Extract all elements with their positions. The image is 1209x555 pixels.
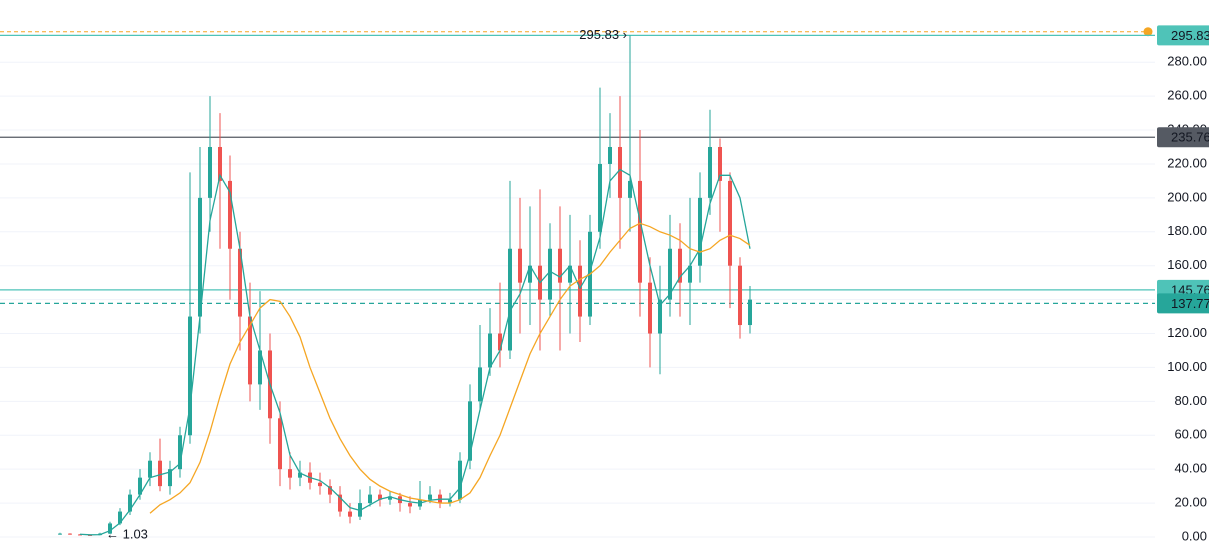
candle-body (448, 499, 452, 504)
candle-body (558, 248, 562, 283)
candle-body (698, 197, 702, 266)
candle-body (138, 477, 142, 495)
candle-body (228, 180, 232, 249)
candle-body (508, 248, 512, 351)
average-line (79, 168, 751, 536)
candle-body (178, 435, 182, 470)
candle-body (188, 316, 192, 436)
candle-body (258, 350, 262, 385)
candle-body (548, 248, 552, 300)
price-box (1157, 293, 1209, 314)
y-tick-label: 160.00 (1167, 257, 1207, 272)
candle-body (658, 299, 662, 334)
candle-body (298, 472, 302, 478)
candle-body (738, 265, 742, 326)
price-box (1157, 127, 1209, 148)
candle-body (318, 482, 322, 487)
candle-body (478, 367, 482, 402)
candle-body (388, 496, 392, 500)
y-tick-label: 60.00 (1174, 427, 1207, 442)
candle-body (638, 180, 642, 283)
candle-body (568, 265, 572, 283)
y-tick-label: 260.00 (1167, 88, 1207, 103)
candle-body (288, 469, 292, 478)
candle-body (518, 248, 522, 283)
candle-body (108, 523, 112, 534)
candle-body (328, 486, 332, 495)
candle-body (58, 533, 62, 535)
y-tick-label: 180.00 (1167, 223, 1207, 238)
y-tick-label: 200.00 (1167, 189, 1207, 204)
candle-body (378, 494, 382, 500)
price-box-label: 137.77 (1171, 296, 1209, 311)
price-box-label: 295.83 (1171, 28, 1209, 43)
candle-body (278, 418, 282, 470)
candle-body (458, 460, 462, 500)
candle-body (338, 494, 342, 512)
y-tick-label: 220.00 (1167, 155, 1207, 170)
candle-body (68, 533, 72, 535)
candle-body (128, 494, 132, 512)
y-tick-label: 280.00 (1167, 54, 1207, 69)
alert-marker (1143, 27, 1153, 37)
candle-body (198, 197, 202, 317)
price-box (1157, 25, 1209, 46)
candle-body (238, 248, 242, 317)
price-box-label: 235.76 (1171, 130, 1209, 145)
y-tick-label: 120.00 (1167, 325, 1207, 340)
y-tick-label: 80.00 (1174, 393, 1207, 408)
candle-body (628, 180, 632, 198)
candle-body (668, 248, 672, 300)
candle-body (718, 146, 722, 181)
candle-body (348, 511, 352, 517)
candle-body (748, 299, 752, 326)
candle-body (488, 333, 492, 368)
y-tick-label: 100.00 (1167, 359, 1207, 374)
average-line (149, 222, 751, 514)
candle-body (578, 265, 582, 317)
candle-body (158, 460, 162, 487)
candle-body (708, 146, 712, 198)
candle-body (208, 146, 212, 198)
candle-body (118, 511, 122, 524)
y-tick-label: 0.00 (1182, 528, 1207, 543)
candle-body (608, 146, 612, 164)
y-tick-label: 40.00 (1174, 461, 1207, 476)
candle-body (428, 494, 432, 500)
extreme-label: ← 1.03 (106, 527, 148, 542)
candle-body (368, 494, 372, 504)
extreme-label: 295.83 › (579, 27, 627, 42)
candle-body (618, 146, 622, 198)
candle-body (498, 333, 502, 351)
candle-body (468, 401, 472, 461)
candle-body (88, 534, 92, 536)
candle-body (218, 146, 222, 181)
candle-body (248, 316, 252, 385)
candle-body (168, 469, 172, 487)
candle-body (78, 534, 82, 536)
candle-body (688, 265, 692, 283)
candle-body (678, 248, 682, 283)
candle-body (528, 265, 532, 283)
candle-body (648, 282, 652, 334)
candle-body (728, 180, 732, 266)
y-tick-label: 20.00 (1174, 495, 1207, 510)
candle-body (148, 460, 152, 478)
candle-body (598, 163, 602, 232)
candle-body (408, 503, 412, 507)
